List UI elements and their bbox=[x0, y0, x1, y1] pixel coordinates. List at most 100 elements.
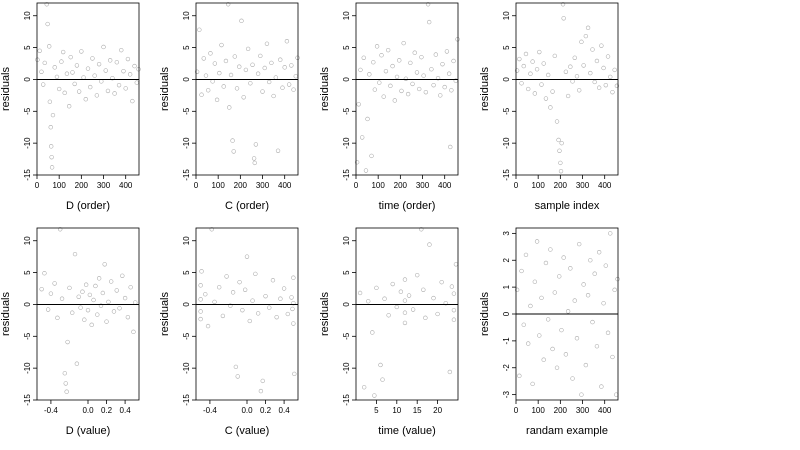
data-point bbox=[401, 40, 406, 46]
data-point bbox=[267, 305, 272, 310]
data-point bbox=[42, 271, 47, 276]
data-point bbox=[405, 91, 411, 97]
data-point bbox=[116, 83, 122, 88]
data-point bbox=[601, 301, 606, 306]
data-point bbox=[130, 98, 135, 104]
data-point bbox=[435, 311, 440, 317]
x-tick-label: 300 bbox=[256, 181, 270, 190]
data-point bbox=[532, 279, 538, 284]
data-point bbox=[291, 300, 296, 306]
data-point bbox=[241, 95, 246, 100]
y-axis-label: residuals bbox=[319, 66, 331, 111]
data-point bbox=[119, 47, 124, 53]
x-tick-label: 0 bbox=[194, 181, 199, 190]
y-tick-label: 10 bbox=[182, 236, 191, 245]
x-tick-label: 300 bbox=[576, 181, 590, 190]
data-point bbox=[59, 296, 65, 301]
data-point bbox=[421, 287, 426, 292]
data-point bbox=[105, 88, 111, 94]
data-point bbox=[239, 18, 244, 24]
data-point bbox=[358, 67, 363, 73]
y-tick-label: 0 bbox=[502, 311, 511, 316]
data-point bbox=[374, 44, 380, 49]
y-tick-label: -10 bbox=[182, 137, 191, 149]
data-point bbox=[210, 79, 215, 84]
data-point bbox=[561, 255, 566, 260]
data-point bbox=[543, 96, 549, 101]
data-point bbox=[521, 322, 526, 327]
data-point bbox=[281, 286, 287, 291]
data-point bbox=[62, 90, 67, 95]
data-point bbox=[402, 277, 408, 282]
data-point bbox=[599, 384, 604, 389]
data-point bbox=[291, 275, 296, 280]
data-point bbox=[394, 304, 399, 310]
data-point bbox=[65, 339, 70, 345]
data-point bbox=[134, 80, 139, 85]
y-tick-label: 0 bbox=[342, 77, 351, 82]
data-point bbox=[545, 317, 551, 322]
scatter-panel-7: 5 10 15 20 -15 -10 -5 0 5 10 time (value) residuals bbox=[319, 227, 459, 437]
data-point bbox=[594, 344, 600, 349]
data-point bbox=[235, 374, 240, 379]
x-tick-label: 0.2 bbox=[101, 406, 113, 415]
data-point bbox=[90, 56, 95, 61]
data-point bbox=[291, 87, 296, 92]
data-point bbox=[431, 295, 436, 301]
data-point bbox=[579, 39, 584, 45]
data-point bbox=[96, 276, 102, 281]
data-point bbox=[552, 53, 557, 59]
data-point bbox=[136, 67, 141, 72]
data-point bbox=[42, 60, 47, 66]
data-point bbox=[253, 142, 259, 147]
data-point bbox=[96, 61, 102, 67]
x-tick-label: 0.4 bbox=[120, 406, 132, 415]
data-point bbox=[608, 231, 613, 236]
plot-frame bbox=[355, 227, 459, 401]
data-point bbox=[550, 346, 555, 352]
data-point bbox=[581, 282, 586, 287]
x-tick-label: 100 bbox=[52, 181, 66, 190]
data-point bbox=[289, 295, 294, 300]
data-point bbox=[572, 298, 577, 303]
data-point bbox=[252, 160, 257, 166]
x-tick-label: 100 bbox=[211, 181, 225, 190]
data-point bbox=[258, 388, 264, 394]
data-point bbox=[423, 315, 428, 320]
plot-frame bbox=[195, 227, 299, 401]
data-point bbox=[372, 87, 378, 92]
data-point bbox=[125, 56, 131, 62]
data-point bbox=[76, 89, 82, 94]
data-point bbox=[568, 64, 573, 69]
y-tick-label: -5 bbox=[342, 107, 351, 115]
data-point bbox=[431, 83, 436, 88]
data-point bbox=[198, 297, 203, 302]
data-point bbox=[565, 309, 571, 314]
data-point bbox=[203, 292, 208, 297]
data-point bbox=[242, 287, 248, 292]
data-point bbox=[52, 65, 57, 70]
x-tick-label: 100 bbox=[531, 406, 545, 415]
data-point bbox=[208, 51, 213, 56]
x-tick-label: 100 bbox=[371, 181, 385, 190]
data-point bbox=[87, 292, 93, 298]
data-point bbox=[37, 48, 42, 53]
y-axis-label: residuals bbox=[0, 66, 12, 111]
data-point bbox=[605, 330, 611, 335]
data-point bbox=[453, 262, 459, 267]
scatter-panel-8: 0 100 200 300 400 -3 -2 -1 0 1 2 3 randam example res… bbox=[479, 227, 620, 437]
y-tick-label: 10 bbox=[23, 11, 32, 20]
y-tick-label: -5 bbox=[23, 332, 32, 340]
y-tick-label: 0 bbox=[342, 302, 351, 307]
data-point bbox=[563, 352, 569, 357]
data-point bbox=[523, 51, 529, 57]
data-point bbox=[539, 82, 544, 87]
data-point bbox=[583, 33, 589, 39]
y-tick-label: 10 bbox=[342, 11, 351, 20]
data-point bbox=[275, 148, 281, 153]
data-point bbox=[125, 315, 131, 320]
data-point bbox=[530, 59, 535, 64]
x-tick-label: 400 bbox=[438, 181, 452, 190]
data-point bbox=[292, 371, 297, 377]
data-point bbox=[402, 320, 408, 326]
